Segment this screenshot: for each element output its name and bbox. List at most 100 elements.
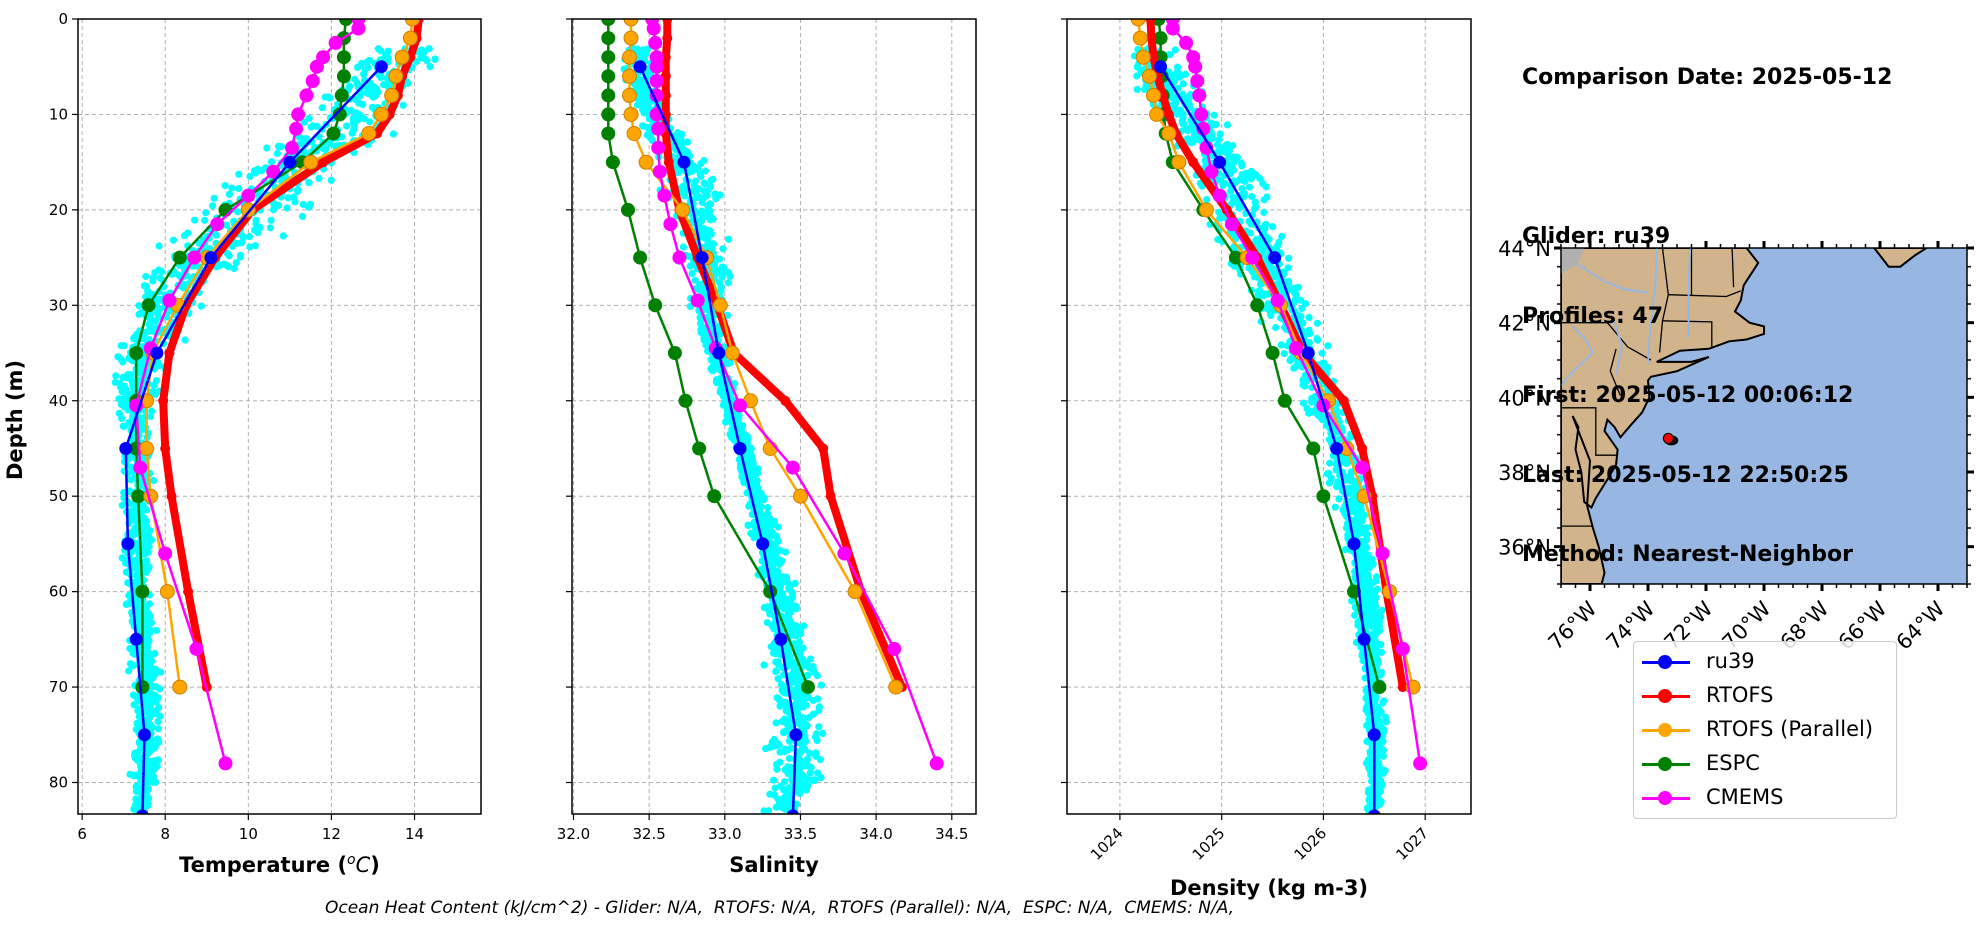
x-tick-label: 1026 [1291, 824, 1331, 864]
glider-point [1353, 531, 1361, 539]
glider-point [779, 795, 787, 803]
y-tick-label: 30 [49, 296, 68, 314]
first-profile-time: First: 2025-05-12 00:06:12 [1522, 383, 1854, 408]
glider-point [222, 221, 231, 229]
glider-point [1198, 182, 1206, 190]
glider-point [368, 103, 376, 111]
glider-point [799, 644, 807, 652]
glider-point [117, 342, 125, 350]
series-point [1194, 107, 1209, 122]
glider-point [1374, 795, 1382, 804]
series-point [638, 154, 654, 170]
series-point [1132, 30, 1148, 46]
glider-point [1342, 455, 1350, 463]
glider-point [152, 778, 160, 786]
glider-point [1377, 640, 1385, 649]
glider-point [246, 172, 254, 180]
glider-point [784, 763, 792, 771]
glider-point [810, 667, 818, 675]
state-border [1561, 407, 1618, 456]
series-point [241, 188, 256, 203]
glider-point [1370, 699, 1378, 707]
series-point [1204, 164, 1219, 179]
series-point [646, 21, 661, 36]
glider-point [1379, 699, 1387, 707]
series-point [318, 157, 329, 168]
glider-point [118, 554, 126, 562]
glider-point [1351, 518, 1359, 526]
glider-point [225, 190, 233, 198]
x-tick-label: 12 [322, 825, 341, 843]
glider-point [691, 276, 699, 284]
glider-point [1223, 146, 1231, 154]
glider-point [210, 194, 218, 202]
glider-point [1248, 192, 1256, 201]
series-cmems [645, 19, 944, 771]
glider-point [777, 580, 785, 588]
glider-point [313, 122, 321, 130]
series-point [667, 346, 682, 360]
y-tick-label: 40 [49, 392, 68, 410]
series-point [1163, 109, 1174, 120]
glider-point [126, 644, 134, 653]
river [1561, 325, 1595, 387]
glider-point [789, 687, 797, 696]
series-point [119, 442, 133, 455]
glider-point [716, 191, 724, 199]
series-point [336, 69, 351, 84]
glider-point [157, 267, 166, 276]
glider-point [363, 89, 371, 97]
series-point [623, 19, 639, 27]
glider-point [725, 235, 733, 243]
glider-point [1216, 130, 1224, 138]
series-point [135, 680, 150, 695]
series-point [649, 74, 664, 88]
glider-point [209, 202, 217, 210]
glider-point [701, 180, 709, 188]
river [1687, 248, 1692, 338]
legend-marker [1658, 689, 1672, 703]
glider-point [143, 643, 151, 651]
glider-point [1247, 220, 1255, 228]
x-tick-label: 33.5 [784, 825, 817, 843]
glider-point [724, 360, 732, 368]
glider-point [426, 63, 434, 71]
glider-point [145, 637, 153, 645]
series-point [1265, 346, 1280, 360]
glider-point [1238, 162, 1246, 170]
glider-point [772, 803, 781, 811]
glider-point [126, 770, 134, 778]
glider-point [1261, 221, 1269, 229]
glider-point [147, 675, 156, 683]
glider-point [146, 744, 154, 752]
glider-point [305, 203, 313, 211]
glider-point [678, 130, 686, 138]
glider-point [1203, 196, 1211, 204]
glider-point [1217, 176, 1225, 184]
series-point [384, 87, 400, 103]
info-box: Comparison Date: 2025-05-12 Glider: ru39… [1522, 12, 1892, 595]
x-tick-label: 10 [239, 825, 258, 843]
glider-point [771, 784, 779, 792]
series-point [633, 60, 647, 74]
glider-point [706, 183, 715, 191]
glider-point [152, 626, 161, 635]
series-point [183, 586, 194, 597]
glider-point [1133, 72, 1141, 80]
glider-point [786, 586, 794, 594]
glider-point [132, 783, 140, 791]
legend-marker [1658, 655, 1672, 669]
glider-point [819, 729, 827, 738]
series-point [633, 250, 648, 265]
glider-point [181, 336, 189, 344]
series-point [648, 35, 663, 50]
glider-point [181, 232, 189, 240]
glider-point [1369, 618, 1377, 626]
series-point [374, 60, 388, 74]
series-point [657, 188, 672, 203]
glider-point [1215, 149, 1223, 157]
glider-point [813, 730, 821, 738]
glider-point [305, 114, 313, 122]
glider-point [1313, 319, 1321, 327]
glider-point [117, 400, 125, 409]
